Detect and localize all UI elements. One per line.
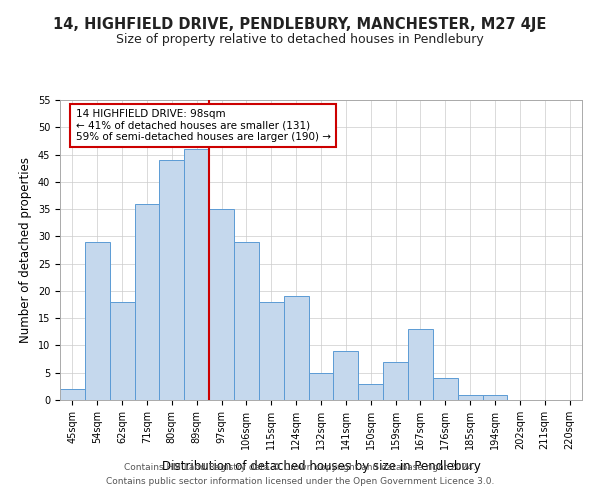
Bar [209, 209, 234, 400]
Bar [60, 389, 85, 400]
Y-axis label: Number of detached properties: Number of detached properties [19, 157, 32, 343]
Text: Contains public sector information licensed under the Open Government Licence 3.: Contains public sector information licen… [106, 477, 494, 486]
Bar [482, 394, 508, 400]
Bar [85, 242, 110, 400]
Bar [134, 204, 160, 400]
Text: Contains HM Land Registry data © Crown copyright and database right 2024.: Contains HM Land Registry data © Crown c… [124, 464, 476, 472]
Bar [334, 351, 358, 400]
Bar [160, 160, 184, 400]
Text: Size of property relative to detached houses in Pendlebury: Size of property relative to detached ho… [116, 32, 484, 46]
Bar [433, 378, 458, 400]
Text: 14 HIGHFIELD DRIVE: 98sqm
← 41% of detached houses are smaller (131)
59% of semi: 14 HIGHFIELD DRIVE: 98sqm ← 41% of detac… [76, 109, 331, 142]
Bar [408, 329, 433, 400]
Bar [234, 242, 259, 400]
Bar [358, 384, 383, 400]
Bar [383, 362, 408, 400]
Text: 14, HIGHFIELD DRIVE, PENDLEBURY, MANCHESTER, M27 4JE: 14, HIGHFIELD DRIVE, PENDLEBURY, MANCHES… [53, 18, 547, 32]
Bar [110, 302, 134, 400]
Bar [458, 394, 482, 400]
Bar [308, 372, 334, 400]
Bar [284, 296, 308, 400]
Bar [259, 302, 284, 400]
X-axis label: Distribution of detached houses by size in Pendlebury: Distribution of detached houses by size … [161, 460, 481, 473]
Bar [184, 149, 209, 400]
